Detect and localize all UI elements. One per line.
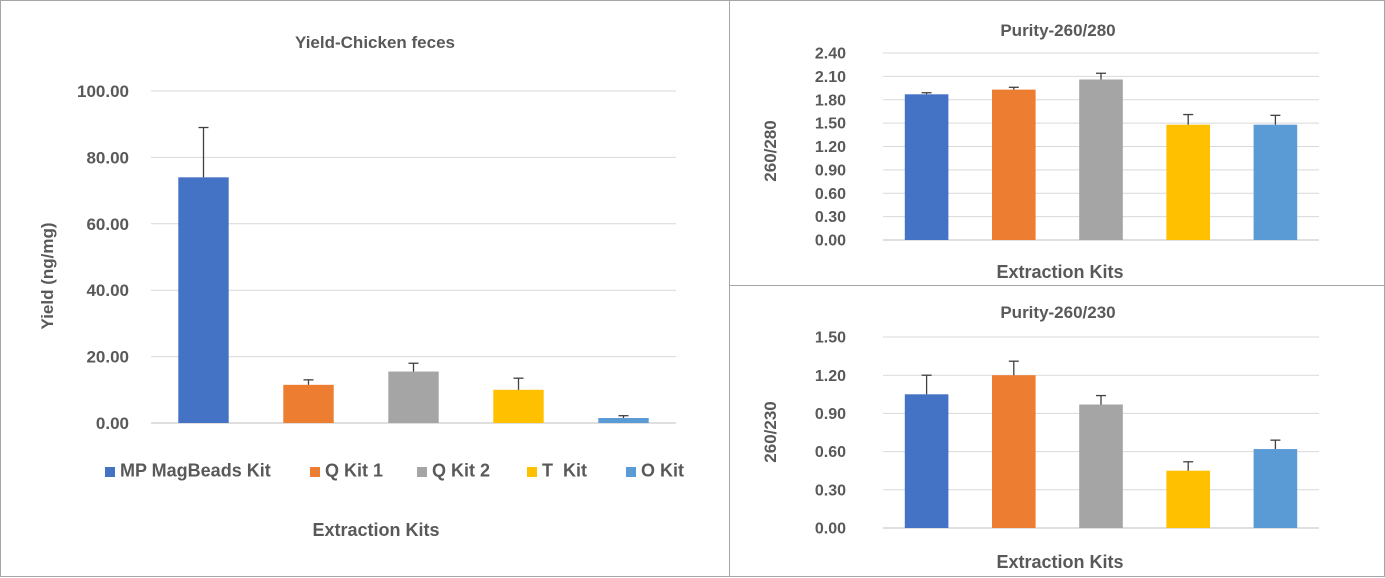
bar-t-kit [1166, 124, 1210, 240]
legend-label: MP MagBeads Kit [120, 461, 271, 481]
y-tick-label: 100.00 [77, 82, 129, 101]
bar-q-kit-1 [992, 89, 1036, 240]
purity-260-230-panel: Purity-260/230 260/230 Extraction Kits 0… [729, 285, 1385, 577]
y-tick-label: 2.10 [815, 69, 846, 86]
legend-label: Q Kit 2 [432, 461, 490, 481]
legend-swatch [310, 467, 320, 477]
bar-o-kit [1253, 449, 1298, 528]
purity-260-280-panel: Purity-260/280 260/280 Extraction Kits 0… [729, 0, 1385, 287]
chart-title: Purity-260/230 [1000, 303, 1115, 322]
legend-swatch [105, 467, 115, 477]
bar-o-kit [598, 418, 649, 423]
y-tick-label: 40.00 [86, 281, 129, 300]
y-tick-label: 1.20 [815, 139, 846, 156]
bar-t-kit [493, 389, 544, 423]
y-tick-label: 0.60 [815, 444, 846, 461]
bar-mp-magbeads-kit [178, 177, 229, 423]
y-axis-label: 260/280 [761, 120, 780, 181]
bar-q-kit-2 [388, 371, 439, 423]
y-tick-label: 0.30 [815, 482, 846, 499]
y-tick-label: 20.00 [86, 348, 129, 367]
y-tick-label: 0.90 [815, 162, 846, 179]
legend-label: O Kit [641, 461, 684, 481]
y-tick-label: 0.60 [815, 186, 846, 203]
bar-o-kit [1253, 124, 1298, 240]
x-axis-label: Extraction Kits [996, 262, 1123, 282]
y-tick-label: 0.30 [815, 209, 846, 226]
y-tick-label: 60.00 [86, 215, 129, 234]
legend-swatch [527, 467, 537, 477]
y-tick-label: 1.20 [815, 368, 846, 385]
bar-q-kit-1 [992, 375, 1036, 528]
y-tick-label: 1.50 [815, 330, 846, 347]
legend-swatch [626, 467, 636, 477]
bar-mp-magbeads-kit [904, 94, 949, 240]
y-tick-label: 0.90 [815, 406, 846, 423]
y-axis-label: 260/230 [761, 401, 780, 462]
bar-mp-magbeads-kit [904, 394, 949, 528]
y-tick-label: 0.00 [815, 521, 846, 538]
legend-swatch [417, 467, 427, 477]
x-axis-label: Extraction Kits [996, 552, 1123, 572]
chart-title: Yield-Chicken feces [295, 33, 455, 52]
bar-q-kit-1 [283, 384, 334, 423]
y-axis-label: Yield (ng/mg) [38, 222, 57, 329]
y-tick-label: 1.80 [815, 92, 846, 109]
y-tick-label: 1.50 [815, 116, 846, 133]
bar-q-kit-2 [1079, 79, 1123, 240]
bar-q-kit-2 [1079, 404, 1123, 528]
y-tick-label: 0.00 [96, 414, 129, 433]
yield-chart: Yield-Chicken feces Yield (ng/mg) Extrac… [38, 33, 684, 540]
purity-260-230-chart: Purity-260/230 260/230 Extraction Kits 0… [761, 303, 1319, 572]
bar-t-kit [1166, 470, 1210, 528]
yield-chart-panel: Yield-Chicken feces Yield (ng/mg) Extrac… [0, 0, 731, 577]
y-tick-label: 80.00 [86, 148, 129, 167]
purity-260-280-chart: Purity-260/280 260/280 Extraction Kits 0… [761, 21, 1319, 282]
chart-title: Purity-260/280 [1000, 21, 1115, 40]
legend-label: T Kit [542, 461, 587, 481]
y-tick-label: 2.40 [815, 46, 846, 63]
x-axis-label: Extraction Kits [312, 520, 439, 540]
y-tick-label: 0.00 [815, 233, 846, 250]
legend-label: Q Kit 1 [325, 461, 383, 481]
